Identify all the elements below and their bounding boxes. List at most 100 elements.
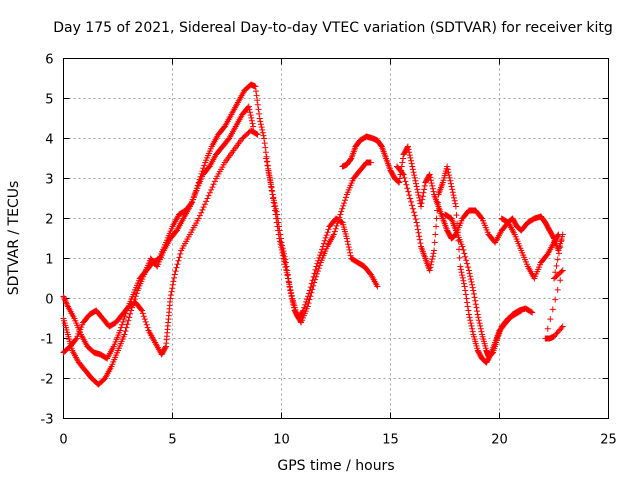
data-point [267, 179, 278, 210]
data-point [542, 219, 552, 233]
x-tick-label: 0 [59, 433, 67, 448]
data-point [69, 347, 81, 364]
data-point [195, 198, 210, 222]
y-tick-label: 5 [45, 93, 53, 108]
data-point [457, 263, 467, 287]
data-point [276, 235, 287, 259]
data-series [60, 81, 566, 388]
y-axis-label: SDTVAR / TECUs [6, 181, 22, 296]
data-point [442, 211, 454, 221]
data-point [348, 255, 360, 265]
data-point [537, 213, 548, 225]
data-point [84, 343, 97, 355]
data-point [350, 168, 362, 182]
data-point [485, 231, 498, 245]
data-point [551, 268, 565, 282]
data-point [361, 263, 373, 277]
data-point [136, 268, 149, 282]
data-point [169, 213, 182, 230]
data-point [522, 305, 535, 315]
series-track-a [60, 103, 257, 388]
data-point [479, 331, 489, 352]
data-point [413, 219, 424, 247]
data-point [171, 250, 184, 278]
data-point [490, 337, 500, 356]
data-point [186, 217, 201, 238]
data-point [285, 275, 295, 299]
data-point [226, 125, 238, 142]
data-point [459, 208, 471, 222]
data-point [529, 309, 536, 316]
data-point [407, 195, 419, 223]
data-point [101, 365, 114, 382]
data-point [485, 350, 496, 360]
data-point [139, 307, 151, 331]
data-point [245, 103, 256, 127]
data-point [167, 228, 179, 242]
data-point [552, 231, 566, 276]
data-point [156, 241, 168, 262]
y-tick-label: 4 [45, 133, 53, 148]
data-point [252, 83, 263, 117]
data-point [152, 339, 164, 356]
data-point [518, 307, 525, 314]
data-point [426, 171, 437, 195]
data-point [145, 327, 158, 344]
data-point [298, 305, 310, 326]
data-point [466, 267, 476, 291]
data-point [374, 137, 385, 149]
plot-frame [63, 58, 609, 419]
y-tick-label: -2 [41, 373, 54, 388]
data-point [228, 101, 240, 118]
data-point [213, 161, 227, 182]
data-point [108, 349, 121, 370]
series-track-e [339, 133, 562, 282]
data-point [348, 145, 358, 162]
data-point [215, 124, 227, 138]
data-point [444, 163, 454, 187]
data-point [163, 225, 175, 246]
data-point [261, 135, 271, 169]
data-point [289, 295, 300, 316]
data-point [518, 247, 530, 268]
data-point [418, 243, 428, 260]
data-point [95, 376, 107, 388]
data-point [559, 323, 566, 330]
data-point [106, 320, 118, 330]
data-point [374, 283, 381, 290]
data-point [474, 347, 485, 361]
data-point [311, 262, 323, 286]
data-point [143, 260, 155, 274]
y-tick-label: 6 [45, 53, 53, 68]
data-point [537, 252, 550, 266]
y-tick-label: 2 [45, 213, 53, 228]
data-point [221, 149, 236, 166]
data-point [435, 181, 446, 198]
data-point [324, 233, 336, 250]
data-point [494, 325, 505, 342]
data-point [461, 283, 472, 314]
data-point [163, 322, 171, 350]
data-point [204, 178, 218, 202]
data-point [448, 183, 459, 207]
grid-lines [63, 58, 609, 419]
data-point [470, 287, 481, 315]
data-point [319, 226, 332, 250]
data-point [524, 263, 537, 280]
data-point [278, 239, 289, 263]
axis-ticks: 0 5 10 15 20 25 -3 -2 -1 0 1 2 3 4 5 6 [41, 53, 617, 448]
data-point [479, 215, 491, 236]
data-point [426, 250, 437, 274]
x-tick-label: 5 [168, 433, 176, 448]
data-point [466, 311, 476, 335]
data-point [167, 274, 178, 302]
data-point [531, 261, 543, 282]
data-point [337, 194, 349, 218]
data-point [418, 182, 428, 210]
data-point [60, 344, 73, 356]
series-track-c [60, 127, 261, 358]
data-point [189, 182, 201, 206]
series-track-f [394, 163, 536, 366]
